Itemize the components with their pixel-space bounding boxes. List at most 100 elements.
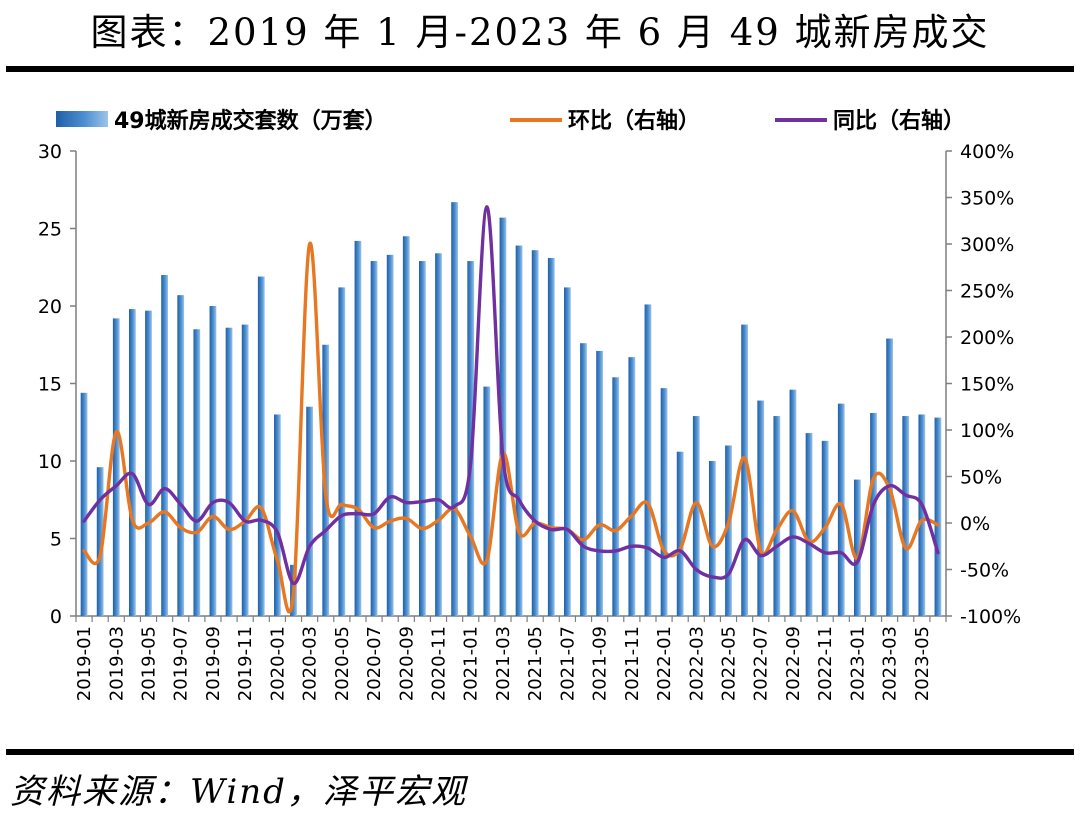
left-tick-label: 10 [38, 451, 62, 473]
x-tick-label: 2020-09 [396, 626, 417, 701]
x-tick-label: 2019-11 [235, 626, 256, 701]
bar [225, 327, 233, 616]
legend-label: 同比（右轴） [833, 108, 965, 134]
x-tick-label: 2021-07 [557, 626, 578, 701]
right-tick-label: -100% [960, 606, 1021, 628]
x-tick-label: 2020-01 [267, 626, 288, 701]
x-tick-label: 2021-09 [590, 626, 611, 701]
bar [96, 467, 104, 616]
left-tick-label: 5 [50, 529, 62, 551]
right-tick-label: 350% [960, 188, 1014, 210]
bar [886, 338, 893, 616]
bar [805, 433, 813, 616]
bar [419, 261, 426, 616]
bar [241, 324, 249, 616]
bar [112, 318, 120, 616]
bar [918, 414, 926, 616]
bar [145, 310, 152, 616]
chart-axes: 0 5 10 15 20 25 30 -100% -50% 0% 50% 100% 150% 200% 25… [38, 141, 1021, 701]
bar [161, 275, 168, 616]
x-tick-label: 2020-07 [364, 626, 385, 701]
bar [692, 416, 700, 616]
left-tick-label: 20 [38, 296, 62, 318]
line-series [82, 205, 940, 614]
x-tick-label: 2022-11 [815, 626, 836, 701]
page-title: 图表：2019 年 1 月-2023 年 6 月 49 城新房成交 [90, 11, 990, 54]
bar [338, 287, 346, 616]
bar [354, 240, 362, 616]
legend-label: 环比（右轴） [568, 108, 700, 134]
bar [177, 295, 185, 616]
bar [467, 261, 475, 616]
bar [725, 445, 732, 616]
bar [934, 417, 942, 616]
x-tick-label: 2021-03 [493, 626, 514, 701]
bar [435, 253, 442, 617]
x-tick-label: 2019-07 [171, 626, 192, 701]
bar [274, 414, 281, 616]
bar [515, 245, 523, 617]
right-tick-label: 250% [960, 281, 1014, 303]
x-tick-label: 2022-09 [783, 626, 804, 701]
bar-series [80, 202, 942, 617]
bar [660, 388, 668, 616]
bar [193, 329, 201, 616]
line-series-path [82, 205, 940, 586]
right-tick-label: 150% [960, 374, 1014, 396]
bar [386, 254, 394, 616]
line-series-path [82, 241, 940, 614]
bar [757, 400, 765, 616]
right-tick-label: 200% [960, 327, 1014, 349]
legend: 49城新房成交套数（万套） 环比（右轴） 同比（右轴） [56, 108, 965, 134]
x-tick-label: 2023-03 [880, 626, 901, 701]
right-tick-label: 300% [960, 234, 1014, 256]
left-tick-label: 15 [38, 374, 62, 396]
bar [854, 479, 861, 616]
x-tick-label: 2022-05 [719, 626, 740, 701]
right-tick-label: 0% [960, 513, 990, 535]
right-tick-label: -50% [960, 560, 1009, 582]
bar [451, 202, 458, 616]
bar [902, 416, 910, 616]
bar [789, 389, 797, 616]
x-tick-label: 2022-01 [654, 626, 675, 701]
bar [596, 350, 603, 616]
x-tick-label: 2019-01 [74, 626, 95, 701]
bar [612, 377, 620, 616]
bar [547, 257, 555, 616]
right-tick-label: 100% [960, 420, 1014, 442]
title-rule [6, 66, 1074, 72]
legend-swatch-bar [56, 111, 108, 127]
x-tick-label: 2023-01 [847, 626, 868, 701]
x-tick-label: 2021-01 [461, 626, 482, 701]
bar [129, 309, 136, 616]
bar [580, 343, 587, 616]
left-tick-label: 0 [50, 606, 62, 628]
bar [644, 304, 652, 616]
source-note: 资料来源：Wind，泽平宏观 [10, 772, 467, 812]
bar [709, 461, 716, 616]
bar [531, 250, 539, 616]
bar [773, 416, 781, 616]
legend-label: 49城新房成交套数（万套） [114, 108, 387, 134]
x-tick-label: 2020-05 [332, 626, 353, 701]
x-tick-label: 2019-05 [139, 626, 160, 701]
chart: 0 5 10 15 20 25 30 -100% -50% 0% 50% 100% 150% 200% 25… [38, 108, 1021, 701]
x-tick-label: 2022-07 [751, 626, 772, 701]
bar [483, 386, 491, 616]
bar [80, 392, 88, 616]
x-tick-label: 2020-11 [429, 626, 450, 701]
bar [870, 412, 877, 616]
left-tick-label: 30 [38, 141, 62, 163]
x-tick-label: 2021-05 [525, 626, 546, 701]
right-tick-label: 400% [960, 141, 1014, 163]
bar [628, 357, 636, 616]
x-tick-label: 2022-03 [686, 626, 707, 701]
right-tick-label: 50% [960, 467, 1002, 489]
footer-rule [6, 749, 1074, 755]
bar [837, 403, 845, 616]
bar [370, 261, 378, 616]
bar [499, 217, 507, 616]
x-tick-label: 2023-05 [912, 626, 933, 701]
left-tick-label: 25 [38, 219, 62, 241]
